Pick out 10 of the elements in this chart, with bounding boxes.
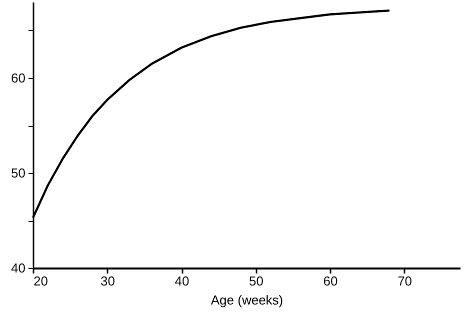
x-tick-label: 70 bbox=[398, 274, 412, 288]
y-tick-label: 50 bbox=[11, 166, 26, 180]
x-axis-title: Age (weeks) bbox=[210, 292, 284, 308]
x-tick-label: 50 bbox=[249, 274, 264, 288]
y-tick-label: 60 bbox=[11, 70, 26, 86]
x-tick-label: 20 bbox=[34, 274, 48, 288]
x-tick-label: 60 bbox=[323, 274, 338, 288]
x-tick-label: 30 bbox=[100, 274, 115, 288]
x-tick-label: 40 bbox=[174, 274, 190, 288]
y-tick-label: 40 bbox=[11, 260, 26, 276]
